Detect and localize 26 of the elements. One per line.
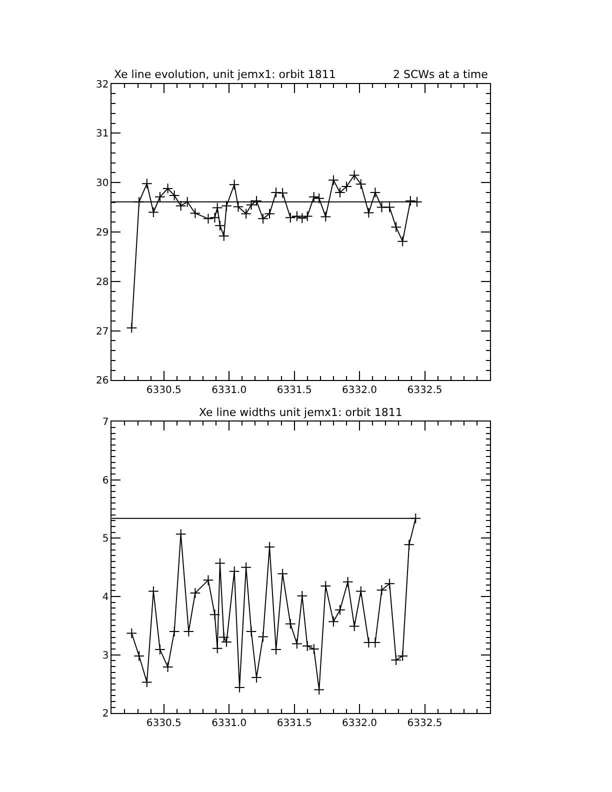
y-tick-label: 3 <box>102 650 109 662</box>
chart-title: Xe line evolution, unit jemx1: orbit 1811 <box>114 68 336 81</box>
x-tick-label: 6331.5 <box>276 718 312 730</box>
x-tick-label: 6331.0 <box>212 385 247 396</box>
x-tick-label: 6332.0 <box>342 718 378 730</box>
y-tick-label: 27 <box>96 326 109 338</box>
x-tick-label: 6331.5 <box>276 385 312 396</box>
y-tick-label: 30 <box>96 178 109 190</box>
chart-title: Xe line widths unit jemx1: orbit 1811 <box>199 406 402 419</box>
x-tick-label: 6330.5 <box>146 718 182 730</box>
x-tick-label: 6331.0 <box>212 718 247 730</box>
x-tick-label: 6330.5 <box>146 385 182 396</box>
y-tick-label: 5 <box>102 534 109 545</box>
y-tick-label: 29 <box>96 228 109 239</box>
y-tick-label: 2 <box>102 708 109 720</box>
y-tick-label: 31 <box>96 128 109 140</box>
y-tick-label: 28 <box>96 276 109 288</box>
text: 2 SCWs at a time <box>393 68 488 81</box>
y-tick-label: 6 <box>102 475 109 486</box>
x-tick-label: 6332.5 <box>407 385 442 396</box>
y-tick-label: 32 <box>96 79 109 90</box>
x-tick-label: 6332.0 <box>342 385 378 396</box>
y-tick-label: 7 <box>102 417 109 428</box>
y-tick-label: 26 <box>96 376 109 387</box>
x-tick-label: 6332.5 <box>407 718 442 730</box>
y-tick-label: 4 <box>102 592 109 603</box>
